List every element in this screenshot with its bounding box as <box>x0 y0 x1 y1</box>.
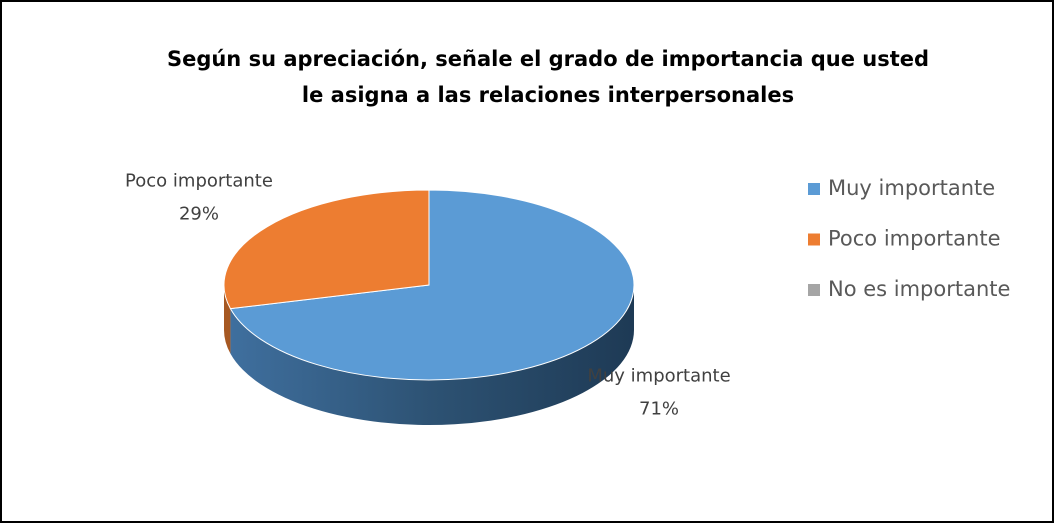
data-label-category: Poco importante <box>125 171 273 192</box>
slice <box>223 189 430 310</box>
slice-side <box>230 285 635 425</box>
legend-label: No es importante <box>828 277 1010 301</box>
legend-swatch <box>808 233 820 246</box>
slice <box>229 189 635 381</box>
slice-side <box>224 285 231 354</box>
legend-swatch <box>808 284 820 296</box>
chart-title: le asigna a las relaciones interpersonal… <box>302 83 794 107</box>
chart-title: Según su apreciación, señale el grado de… <box>167 47 929 71</box>
data-label-value: 71% <box>639 399 679 420</box>
legend-label: Muy importante <box>828 176 995 200</box>
legend-swatch <box>808 183 820 195</box>
data-label-category: Muy importante <box>587 366 730 387</box>
legend-label: Poco importante <box>828 227 1001 251</box>
data-label-value: 29% <box>179 204 219 225</box>
